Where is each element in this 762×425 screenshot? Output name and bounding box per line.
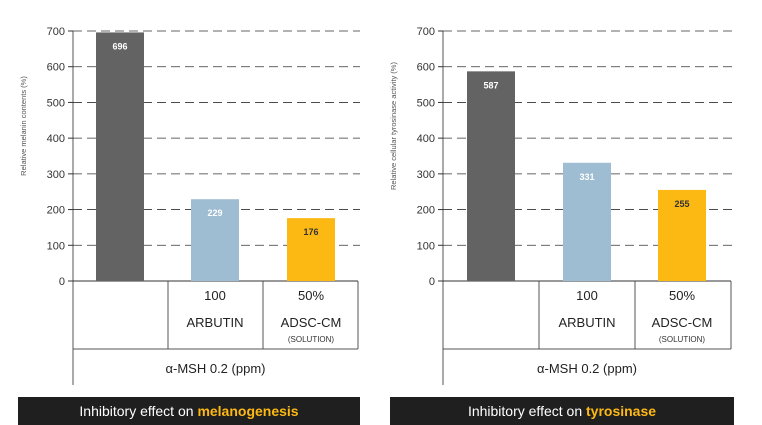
bar	[467, 71, 515, 281]
bar-value-label: 229	[207, 208, 222, 218]
caption-highlight: tyrosinase	[586, 403, 657, 419]
category-label: ARBUTIN	[558, 315, 615, 330]
y-axis-title: Relative cellular tyrosinase activity (%…	[389, 62, 398, 190]
caption-prefix: Inhibitory effect on	[79, 403, 198, 419]
y-tick-label: 500	[47, 97, 65, 109]
y-tick-label: 400	[47, 133, 65, 145]
y-tick-label: 600	[417, 62, 435, 74]
bar	[191, 199, 239, 281]
y-tick-label: 0	[59, 276, 65, 288]
bar-value-label: 331	[579, 172, 594, 182]
y-tick-label: 200	[47, 205, 65, 217]
category-label: ADSC-CM	[652, 315, 713, 330]
y-tick-label: 0	[429, 276, 435, 288]
bar	[287, 218, 335, 281]
group-label: α-MSH 0.2 (ppm)	[537, 361, 637, 376]
bar-value-label: 587	[483, 80, 498, 90]
category-label: 50%	[669, 288, 695, 303]
tyrosinase-caption: Inhibitory effect on tyrosinase	[390, 397, 734, 425]
category-sublabel: (SOLUTION)	[288, 335, 335, 344]
y-tick-label: 400	[417, 133, 435, 145]
melanin-chart-panel: 0 100 200 300 400 500 600 700 Relative melanin c…	[0, 0, 370, 425]
melanin-chart: 0 100 200 300 400 500 600 700 Relative melanin c…	[19, 26, 360, 385]
category-label: 100	[204, 288, 226, 303]
tyrosinase-chart: 0 100 200 300 400 500 600 700 Relative cellular …	[389, 26, 735, 385]
y-tick-label: 700	[47, 26, 65, 38]
y-tick-label: 300	[417, 169, 435, 181]
category-sublabel: (SOLUTION)	[659, 335, 706, 344]
tyrosinase-chart-panel: 0 100 200 300 400 500 600 700 Relative cellular …	[380, 0, 750, 425]
y-tick-label: 700	[417, 26, 435, 38]
bar-value-label: 176	[303, 227, 318, 237]
group-label: α-MSH 0.2 (ppm)	[166, 361, 266, 376]
bar	[658, 189, 706, 281]
bar	[563, 162, 611, 281]
y-tick-label: 600	[47, 62, 65, 74]
y-tick-label: 100	[47, 240, 65, 252]
category-label: 50%	[298, 288, 324, 303]
y-tick-label: 300	[47, 169, 65, 181]
y-tick-label: 200	[417, 205, 435, 217]
category-label: 100	[576, 288, 598, 303]
bar-value-label: 255	[674, 199, 689, 209]
category-label: ADSC-CM	[281, 315, 342, 330]
category-label: ARBUTIN	[186, 315, 243, 330]
melanogenesis-caption: Inhibitory effect on melanogenesis	[18, 397, 360, 425]
caption-highlight: melanogenesis	[197, 403, 299, 419]
caption-prefix: Inhibitory effect on	[467, 403, 586, 419]
y-tick-label: 500	[417, 97, 435, 109]
y-axis-title: Relative melanin contents (%)	[19, 76, 28, 176]
bar	[96, 32, 144, 281]
bar-value-label: 696	[112, 41, 127, 51]
y-tick-label: 100	[417, 240, 435, 252]
